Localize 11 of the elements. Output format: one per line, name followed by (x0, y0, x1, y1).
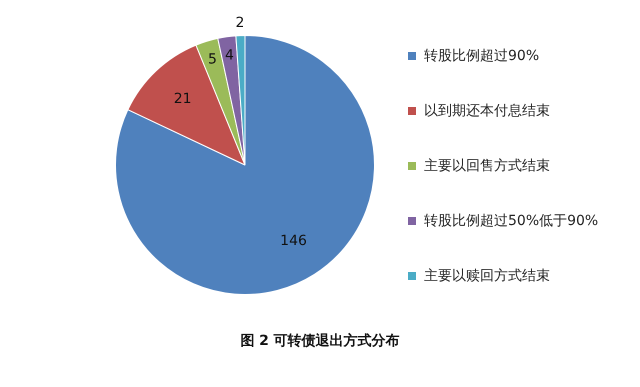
legend-label: 主要以赎回方式结束 (423, 266, 551, 286)
data-label: 146 (280, 233, 307, 250)
legend-label: 以到期还本付息结束 (423, 102, 551, 120)
data-label: 21 (174, 90, 192, 107)
data-label: 4 (225, 48, 234, 64)
legend-label: 转股比例超过50%低于90% (423, 212, 598, 230)
data-label: 2 (236, 15, 244, 32)
legend-label: 主要以回售方式结束 (423, 156, 551, 176)
data-label: 5 (208, 51, 217, 68)
legend-label: 转股比例超过90% (423, 46, 540, 66)
text: 图 2 可转债退出方式分布 (239, 332, 401, 350)
